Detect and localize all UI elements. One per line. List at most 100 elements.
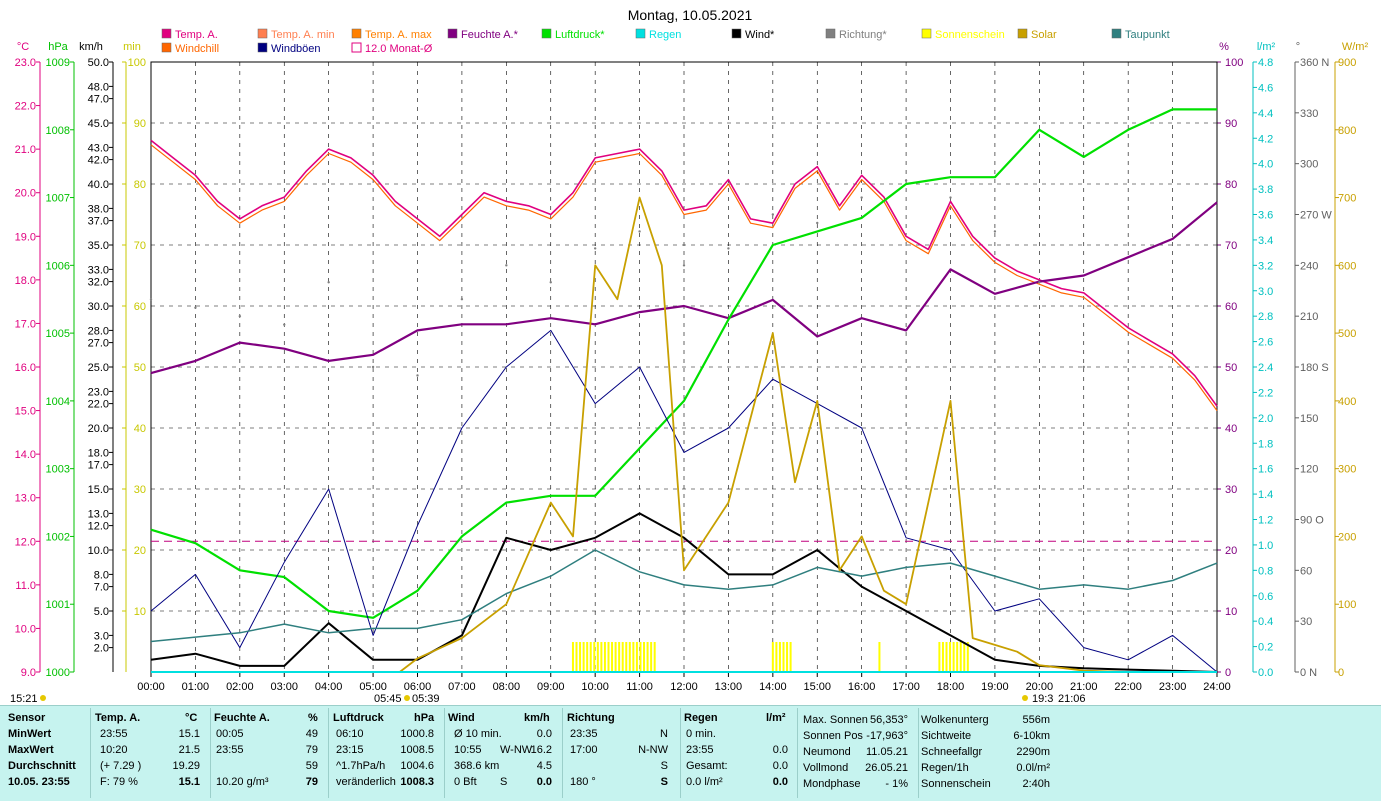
solar-tick-label: 500	[1338, 328, 1356, 340]
rain-tick-label: 2.2	[1258, 387, 1273, 399]
stats-separator	[90, 708, 91, 798]
humidity-value-1: 79	[305, 744, 318, 756]
temp-time-2: (+ 7.29 )	[100, 760, 142, 772]
legend-item: Taupunkt	[1111, 28, 1170, 41]
sunmin-tick-label: 50	[134, 362, 146, 374]
legend-label: Richtung*	[839, 29, 887, 41]
header-temp-unit: °C	[185, 712, 198, 724]
wind-tick-label: 10.0	[88, 545, 109, 557]
rain-tick-label: 3.2	[1258, 260, 1273, 272]
legend-swatch	[161, 42, 172, 53]
temp-tick-label: 20.0	[15, 188, 36, 200]
sunset-icon	[1022, 695, 1028, 701]
row-label-3: 10.05. 23:55	[8, 776, 70, 788]
pressure-tick-label: 1001	[46, 599, 70, 611]
wind-tick-label: 45.0	[88, 118, 109, 130]
wind-time-2: 368.6 km	[454, 760, 500, 772]
rain-tick-label: 2.6	[1258, 337, 1273, 349]
x-tick-label: 24:00	[1203, 681, 1231, 693]
legend-item: Windchill	[161, 42, 219, 55]
direction-tick-label: 120	[1300, 464, 1318, 476]
temp-tick-label: 23.0	[15, 57, 36, 69]
rain-tick-label: 4.0	[1258, 159, 1273, 171]
pressure-tick-label: 1002	[46, 531, 70, 543]
chart-title: Montag, 10.05.2021	[628, 7, 753, 23]
legend-label: Temp. A.	[175, 29, 218, 41]
direction-point	[638, 230, 641, 233]
header-sensor: Sensor	[8, 712, 46, 724]
wind-tick-label: 7.0	[94, 582, 109, 594]
pressure-time-0: 06:10	[336, 728, 364, 740]
humidity-tick-label: 50	[1225, 362, 1237, 374]
row-label-1: MaxWert	[8, 744, 54, 756]
direction-value-1: N-NW	[638, 744, 668, 756]
series-luftdruck-	[150, 108, 1217, 619]
solar-tick-label: 900	[1338, 57, 1356, 69]
legend-label: Wind*	[745, 29, 775, 41]
rain-tick-label: 0.4	[1258, 616, 1273, 628]
x-tick-label: 20:00	[1026, 681, 1054, 693]
direction-tick-label: 0 N	[1300, 667, 1317, 679]
legend-label: Temp. A. max	[365, 29, 432, 41]
pressure-time-3: veränderlich	[336, 776, 396, 788]
stats-separator	[680, 708, 681, 798]
solar-tick-label: 800	[1338, 125, 1356, 137]
rain-tick-label: 1.6	[1258, 464, 1273, 476]
rain-tick-label: 1.4	[1258, 489, 1273, 501]
pressure-tick-label: 1000	[46, 667, 70, 679]
direction-tick-label: 270 W	[1300, 210, 1332, 222]
solar-axis-unit: W/m²	[1342, 41, 1369, 53]
legend-swatch	[825, 28, 836, 39]
temp-tick-label: 16.0	[15, 362, 36, 374]
humidity-tick-label: 40	[1225, 423, 1237, 435]
sunrise2-label: 05:39	[412, 693, 440, 705]
misc-value-3: 0.0l/m²	[1016, 762, 1050, 774]
legend-swatch	[161, 28, 172, 39]
pressure-tick-label: 1005	[46, 328, 70, 340]
misc-value-2: 2290m	[1016, 746, 1050, 758]
legend-item: Sonnenschein	[921, 28, 1005, 41]
temp-tick-label: 14.0	[15, 449, 36, 461]
temp-value-1: 21.5	[178, 744, 200, 756]
x-tick-label: 01:00	[182, 681, 210, 693]
x-tick-label: 14:00	[759, 681, 787, 693]
legend-swatch	[257, 42, 268, 53]
temp-tick-label: 21.0	[15, 144, 36, 156]
humidity-time-3: 10.20 g/m³	[216, 776, 269, 788]
sun-value-0: 56,353°	[869, 714, 908, 726]
rain-tick-label: 4.2	[1258, 133, 1273, 145]
wind-tick-label: 25.0	[88, 362, 109, 374]
grid-lines	[150, 62, 1218, 672]
temp-axis-unit: °C	[17, 41, 29, 53]
wind-tick-label: 15.0	[88, 484, 109, 496]
direction-value-2: S	[660, 760, 668, 772]
row-label-0: MinWert	[8, 728, 52, 740]
legend-label: Luftdruck*	[555, 29, 605, 41]
series-windb-en	[150, 329, 1218, 673]
wind-tick-label: 40.0	[88, 179, 109, 191]
pressure-value-0: 1000.8	[400, 728, 434, 740]
direction-point	[549, 281, 552, 284]
sunset-label: 19:3	[1032, 693, 1053, 705]
temp-tick-label: 18.0	[15, 275, 36, 287]
wind-value-3: 0.0	[536, 776, 552, 788]
legend-swatch	[635, 28, 646, 39]
direction-point	[460, 298, 464, 301]
chart-legend: Temp. A. Windchill Temp. A. min Windböen Tem…	[161, 28, 1170, 55]
legend-swatch	[351, 28, 362, 39]
direction-point	[593, 247, 597, 250]
rain-time-3: 0.0 l/m²	[686, 776, 723, 788]
sunrise-icon	[404, 695, 410, 701]
rain-time-2: Gesamt:	[686, 760, 728, 772]
x-tick-label: 17:00	[892, 681, 920, 693]
direction-point	[1082, 365, 1085, 369]
sunmin-tick-label: 60	[134, 301, 146, 313]
pressure-time-1: 23:15	[336, 744, 364, 756]
x-tick-label: 05:00	[359, 681, 387, 693]
wind-time-3: 0 Bft	[454, 776, 477, 788]
legend-label: Regen	[649, 29, 681, 41]
direction-point	[682, 264, 686, 267]
direction-point	[949, 196, 952, 199]
legend-label: 12.0 Monat-Ø	[365, 43, 433, 55]
wind-value-2: 4.5	[536, 760, 552, 772]
